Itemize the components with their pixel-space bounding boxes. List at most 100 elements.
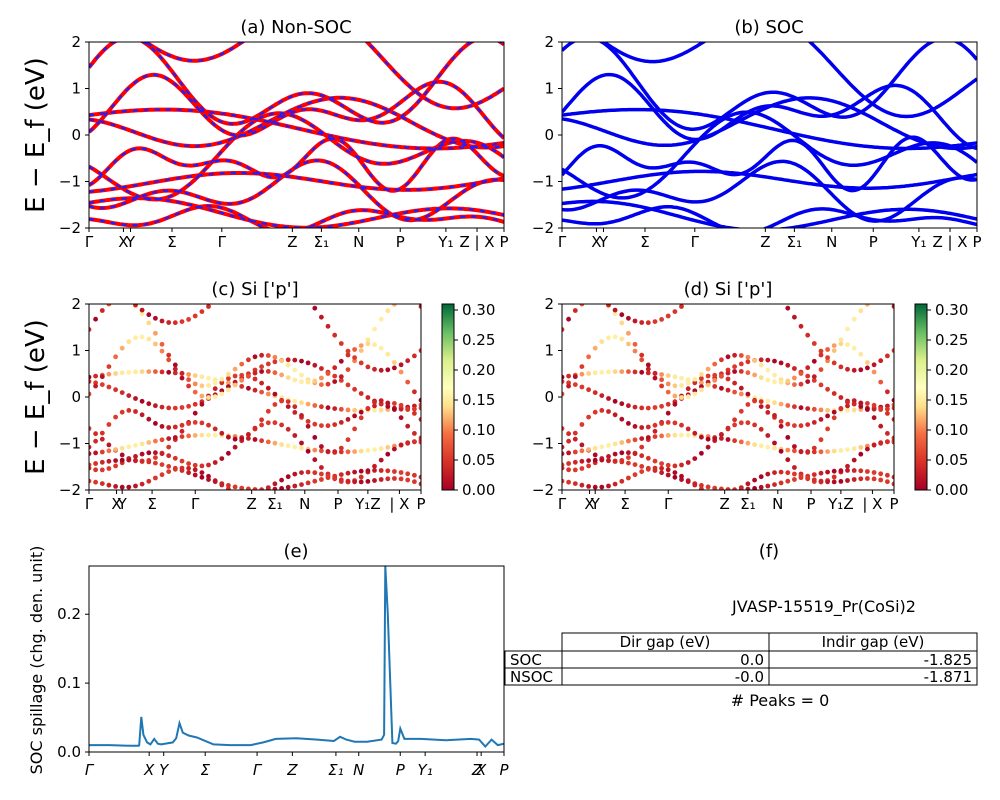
panel-d-point <box>745 440 751 446</box>
panel-d-point <box>765 483 771 489</box>
panel-d-point <box>566 479 571 485</box>
panel-c-point <box>126 297 131 302</box>
panel-d-point <box>579 304 585 307</box>
panel-d-point <box>672 463 678 469</box>
panel-c-point <box>345 352 351 358</box>
panel-d-point <box>586 484 591 489</box>
panel-c-point <box>172 362 178 368</box>
panel-c-point <box>412 406 417 412</box>
panel-c-point <box>259 438 264 444</box>
panel-d-point <box>831 415 837 421</box>
panel-c-point <box>378 477 384 482</box>
panel-d-point <box>685 380 691 386</box>
panel-d-point <box>619 450 625 456</box>
panel-c-point <box>338 472 344 477</box>
panel-d-point <box>831 448 837 454</box>
panel-d-point <box>586 298 591 303</box>
x-tick-label: Y₁Z <box>827 495 853 513</box>
x-tick-label: Σ₁ <box>267 495 283 513</box>
panel-c-point <box>139 398 145 404</box>
panel-c-projected-bands <box>89 297 421 490</box>
panel-d-point <box>705 366 711 372</box>
panel-d-point <box>719 436 724 441</box>
panel-c-point <box>259 422 264 428</box>
panel-c-point <box>292 410 298 415</box>
panel-d-point <box>792 366 797 371</box>
panel-d-point <box>639 464 645 469</box>
panel-c-point <box>179 428 185 434</box>
panel-d-point <box>579 422 585 427</box>
panel-c-point <box>199 374 205 380</box>
panel-c-point <box>133 458 138 463</box>
panel-d-point <box>679 304 684 309</box>
panel-d-point <box>639 405 645 411</box>
panel-d-point <box>765 367 771 373</box>
panel-d-point <box>818 407 824 413</box>
x-tick-label: Z | X <box>932 233 967 251</box>
panel-c-point <box>345 407 351 413</box>
panel-c-point <box>93 380 98 386</box>
panel-d-point <box>592 452 598 458</box>
panel-c-point <box>312 403 318 408</box>
panel-d-point <box>612 369 618 374</box>
panel-d-point <box>665 433 671 438</box>
panel-d-point <box>639 436 645 441</box>
panel-a-title: (a) Non-SOC <box>240 17 351 38</box>
panel-d-point <box>758 443 764 449</box>
gap-table: Dir gap (eV) Indir gap (eV) SOC 0.0 -1.8… <box>504 632 978 686</box>
panel-c-point <box>226 486 231 490</box>
panel-d-point <box>818 348 824 354</box>
panel-c-point <box>319 382 324 387</box>
panel-c-point <box>299 445 304 451</box>
panel-d-point <box>811 420 817 425</box>
x-tick-label: Z <box>287 233 297 251</box>
panel-d-point <box>699 371 704 377</box>
panel-d-point <box>772 400 777 406</box>
panel-d-point <box>858 400 864 406</box>
panel-c-point <box>232 382 238 388</box>
y-tick-label: −1 <box>532 173 554 191</box>
panel-c-point <box>166 369 172 375</box>
panel-c-point <box>192 472 198 478</box>
panel-c-point <box>418 405 421 411</box>
y-tick-label: 1 <box>544 80 554 98</box>
panel-d-point <box>838 479 844 484</box>
panel-c-point <box>99 308 105 313</box>
panel-b-band-3 <box>562 169 977 191</box>
panel-d-point <box>652 465 658 471</box>
panel-c-point <box>325 473 331 479</box>
panel-d-point <box>818 470 824 476</box>
panel-d-point <box>851 468 857 473</box>
panel-c-point <box>89 374 92 380</box>
panel-c-point <box>179 422 185 428</box>
panel-d-point <box>732 369 737 374</box>
panel-d-point <box>685 377 691 382</box>
panel-c-point <box>378 398 384 403</box>
x-tick-label: P <box>499 233 508 251</box>
panel-d-point <box>811 341 817 346</box>
panel-c-point <box>153 475 158 481</box>
panel-c-point <box>186 403 192 409</box>
panel-c-point <box>412 353 417 359</box>
panel-c-point <box>159 451 165 457</box>
panel-c-point <box>172 435 178 440</box>
panel-c-point <box>265 353 271 358</box>
panel-d-point <box>719 385 724 391</box>
panel-c-point <box>385 351 391 357</box>
panel-c-point <box>392 469 397 474</box>
colorbar-tick-label: 0.00 <box>935 481 968 499</box>
panel-d-point <box>758 357 764 363</box>
panel-d-point <box>752 358 757 363</box>
x-tick-label: Σ₁ <box>328 761 344 779</box>
panel-c-point <box>153 330 158 336</box>
panel-d-point <box>685 478 691 484</box>
panel-d-point <box>858 445 864 450</box>
panel-d-point <box>871 406 877 412</box>
panel-c-ylabel: E − E_f (eV) <box>21 319 51 475</box>
panel-c-point <box>312 421 318 427</box>
panel-c-point <box>292 433 298 438</box>
panel-d-point <box>738 391 744 397</box>
colorbar-tick-label: 0.10 <box>462 421 495 439</box>
panel-d-point <box>626 475 631 481</box>
panel-d-point <box>811 445 817 451</box>
